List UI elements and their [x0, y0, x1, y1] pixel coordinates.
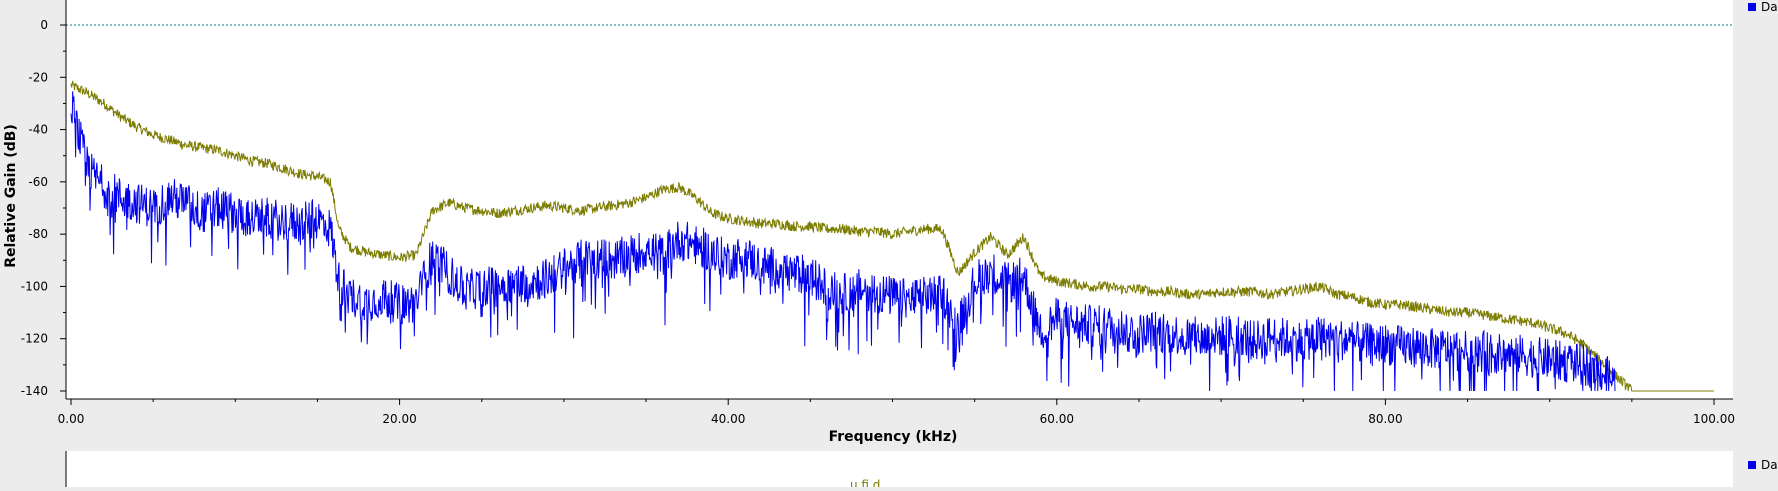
x-tick-label: 100.00	[1693, 412, 1735, 426]
y-tick-label: -60	[28, 175, 48, 189]
series-line-blue	[70, 91, 1616, 392]
y-tick-label: -20	[28, 70, 48, 84]
x-axis-label: Frequency (kHz)	[829, 429, 958, 445]
y-tick-label: -80	[28, 227, 48, 241]
y-tick-label: 0	[40, 18, 48, 32]
square-icon	[1748, 3, 1756, 11]
second-plot-partial-text: u fi d	[850, 478, 880, 487]
series-line-olive	[70, 80, 1714, 392]
y-tick-label: -140	[21, 384, 48, 398]
y-tick-label: -40	[28, 123, 48, 137]
x-tick-label: 80.00	[1368, 412, 1402, 426]
x-tick-label: 40.00	[711, 412, 745, 426]
y-axis: 0 -20 -40 -60 -80 -100 -120 -140	[21, 18, 66, 398]
y-tick-label: -100	[21, 279, 48, 293]
y-axis-label: Relative Gain (dB)	[3, 124, 19, 268]
y-tick-label: -120	[21, 332, 48, 346]
x-tick-label: 60.00	[1040, 412, 1074, 426]
x-tick-label: 20.00	[382, 412, 416, 426]
legend-label-top[interactable]: Da	[1761, 0, 1778, 14]
square-icon	[1748, 461, 1756, 469]
series-layer	[70, 80, 1714, 392]
x-axis: 0.00 20.00 40.00 60.00 80.00 100.00	[58, 399, 1735, 426]
x-tick-label: 0.00	[58, 412, 85, 426]
second-plot-canvas	[66, 451, 1733, 491]
legend-label-bottom[interactable]: Da	[1761, 458, 1778, 472]
